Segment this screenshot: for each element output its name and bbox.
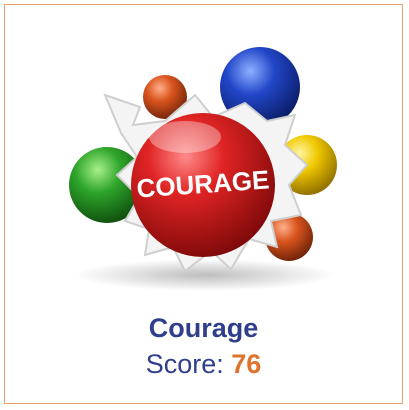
courage-image: COURAGE [45,25,365,300]
score-value: 76 [231,349,261,379]
shadow [75,259,335,291]
highlight [149,121,221,153]
score-label: Score: [146,349,224,379]
score-card: COURAGE Courage Score: 76 [4,4,403,404]
score-line: Score: 76 [5,349,402,380]
page: COURAGE Courage Score: 76 (() => { const… [0,0,409,410]
card-title: Courage [5,313,402,344]
